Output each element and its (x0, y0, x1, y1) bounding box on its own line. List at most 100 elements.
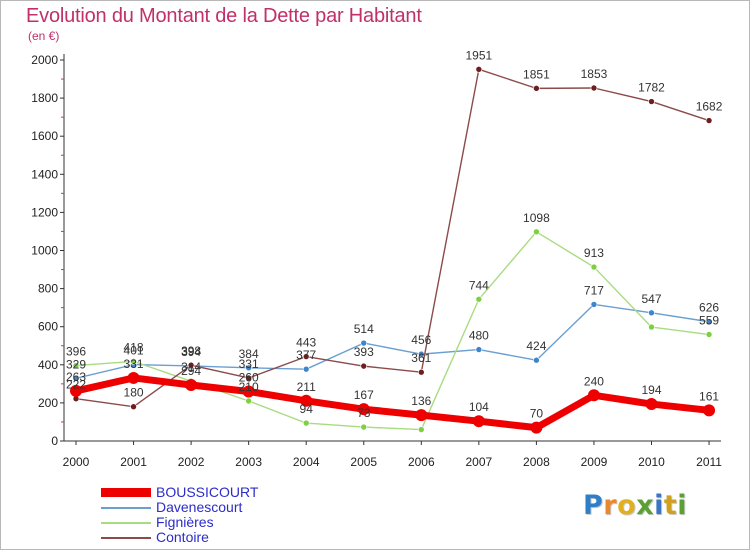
data-point (587, 389, 600, 402)
data-label: 396 (66, 345, 86, 359)
data-label: 161 (699, 389, 719, 403)
data-point (472, 415, 485, 428)
data-label: 514 (354, 322, 374, 336)
legend-label: Fignières (156, 514, 214, 530)
data-point (705, 331, 713, 338)
data-label: 384 (239, 347, 259, 361)
chart-data-labels: 329 401 394 384 377 514 456 480 424 717 547 626 396 4… (66, 48, 723, 420)
data-point (360, 423, 368, 431)
legend-label: Contoire (156, 529, 209, 545)
y-tick-label: 1400 (31, 167, 58, 181)
logo-letter: t (663, 490, 678, 521)
data-label: 1682 (696, 100, 723, 114)
legend-item: Fignières (101, 515, 321, 530)
data-label: 294 (181, 364, 201, 378)
data-point (417, 368, 425, 376)
y-tick-label: 0 (51, 434, 58, 448)
data-point (245, 397, 252, 405)
data-point (648, 323, 655, 331)
data-point (590, 301, 598, 308)
data-label: 480 (469, 329, 489, 343)
y-tick-label: 1200 (31, 205, 58, 219)
logo-letter: i (654, 490, 664, 521)
data-point (360, 362, 368, 370)
data-label: 626 (699, 301, 719, 315)
data-label: 136 (411, 394, 431, 408)
data-label: 263 (66, 370, 86, 384)
data-point (357, 403, 370, 416)
series-line (75, 68, 710, 408)
data-point (70, 384, 82, 397)
x-tick-label: 2003 (235, 455, 262, 469)
x-tick-label: 2004 (293, 455, 320, 469)
data-point (130, 358, 137, 365)
data-label: 104 (469, 400, 489, 414)
data-label: 94 (300, 402, 314, 416)
data-label: 1098 (523, 211, 550, 225)
data-label: 393 (354, 345, 374, 359)
legend-swatch (101, 537, 151, 539)
data-label: 377 (296, 348, 316, 362)
data-point (590, 263, 598, 271)
data-label: 260 (239, 370, 259, 384)
data-point (415, 409, 428, 422)
data-point (705, 318, 713, 326)
series-line (75, 303, 710, 380)
legend-label: BOUSSICOURT (156, 484, 259, 500)
x-tick-label: 2009 (581, 455, 608, 469)
data-point (475, 295, 483, 303)
y-tick-label: 600 (38, 320, 58, 334)
data-label: 547 (641, 292, 661, 306)
data-point (590, 84, 598, 92)
data-label: 456 (411, 333, 431, 347)
data-label: 1851 (523, 67, 550, 81)
data-label: 331 (239, 357, 259, 371)
chart-legend: BOUSSICOURT Davenescourt Fignières Conto… (101, 485, 321, 545)
data-label: 180 (124, 386, 144, 400)
data-label: 418 (124, 340, 144, 354)
y-tick-label: 200 (38, 396, 58, 410)
data-point (127, 371, 140, 384)
data-label: 167 (354, 388, 374, 402)
data-point (533, 85, 540, 92)
series-line (75, 231, 710, 431)
proxiti-logo: Proxiti (583, 490, 687, 521)
data-point (185, 378, 198, 391)
y-tick-label: 1600 (31, 129, 58, 143)
data-label: 394 (181, 345, 201, 359)
data-point (530, 421, 543, 434)
data-point (360, 339, 368, 347)
data-label: 913 (584, 246, 604, 260)
data-point (648, 309, 655, 317)
data-point (187, 361, 195, 369)
data-point (645, 398, 658, 411)
data-label: 211 (297, 380, 316, 394)
data-label: 1782 (638, 81, 665, 95)
data-label: 210 (239, 380, 259, 394)
data-label: 73 (357, 406, 371, 420)
data-point (475, 66, 483, 73)
logo-letter: i (677, 490, 688, 521)
data-point (302, 353, 310, 360)
data-point (245, 364, 252, 372)
legend-swatch (101, 507, 151, 509)
x-tick-label: 2000 (63, 455, 90, 469)
data-point (533, 228, 540, 236)
data-point (475, 346, 483, 353)
y-tick-label: 800 (38, 282, 58, 296)
data-point (245, 374, 252, 382)
legend-swatch (101, 488, 151, 497)
y-tick-label: 1800 (31, 91, 58, 105)
data-label: 398 (181, 344, 201, 358)
data-label: 222 (66, 378, 86, 392)
y-tick-label: 400 (38, 358, 58, 372)
data-label: 331 (124, 357, 144, 371)
x-tick-label: 2002 (178, 455, 205, 469)
data-label: 361 (411, 351, 431, 365)
data-label: 424 (526, 339, 546, 353)
series-line (72, 374, 713, 432)
logo-letter: P (583, 490, 604, 521)
y-tick-label: 2000 (31, 53, 58, 67)
legend-swatch (101, 522, 151, 524)
